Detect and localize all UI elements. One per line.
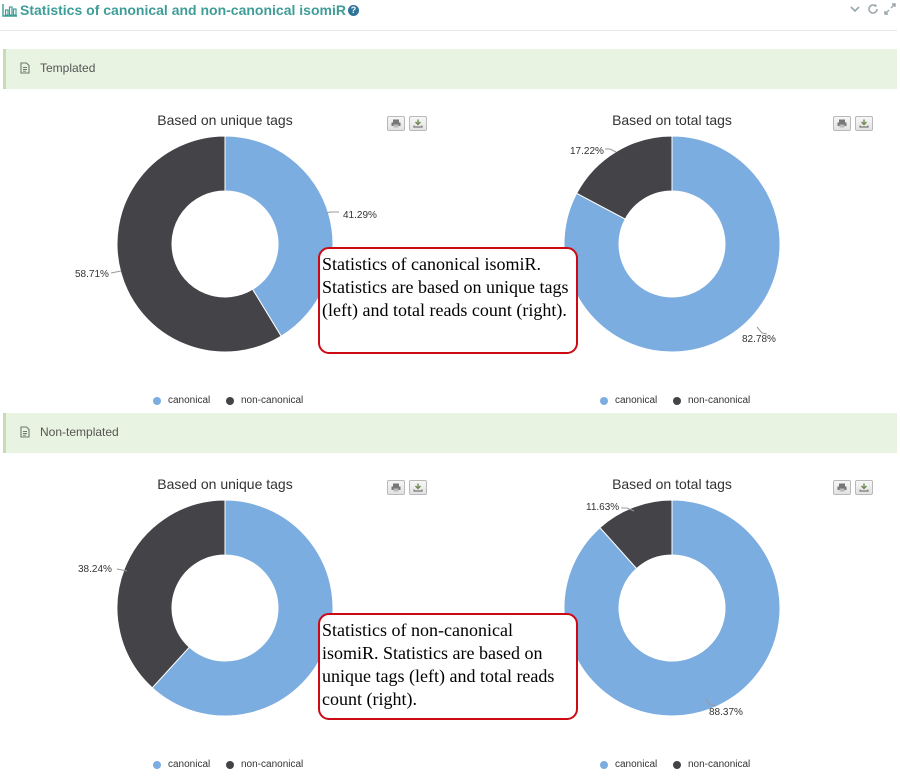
page-title: Statistics of canonical and non-canonica… bbox=[20, 2, 346, 18]
legend-marker bbox=[153, 761, 161, 769]
legend-marker bbox=[153, 397, 161, 405]
data-label: 58.71% bbox=[75, 269, 109, 280]
help-icon[interactable]: ? bbox=[348, 5, 359, 16]
section-label: Templated bbox=[40, 61, 96, 75]
leader-line bbox=[605, 148, 617, 153]
print-icon bbox=[837, 483, 847, 492]
donut-chart bbox=[563, 499, 781, 717]
legend-label: canonical bbox=[168, 759, 211, 770]
donut-chart bbox=[116, 135, 334, 353]
donut-chart bbox=[116, 499, 334, 717]
pie-slice-non-canonical[interactable] bbox=[116, 499, 226, 689]
leader-line bbox=[116, 568, 128, 572]
legend-marker bbox=[673, 397, 681, 405]
legend-label: non-canonical bbox=[241, 759, 304, 770]
download-chart-button[interactable] bbox=[855, 480, 873, 495]
download-chart-button[interactable] bbox=[409, 116, 427, 131]
legend-marker bbox=[673, 761, 681, 769]
chart-title: Based on unique tags bbox=[157, 112, 293, 128]
document-icon bbox=[20, 426, 30, 438]
download-icon bbox=[413, 483, 423, 492]
header-divider bbox=[0, 30, 897, 31]
legend-label: non-canonical bbox=[688, 395, 751, 406]
section-templated[interactable]: Templated bbox=[3, 49, 897, 89]
legend-label: canonical bbox=[615, 759, 658, 770]
download-chart-button[interactable] bbox=[855, 116, 873, 131]
legend-label: non-canonical bbox=[688, 759, 751, 770]
panel-header: Statistics of canonical and non-canonica… bbox=[0, 0, 900, 24]
pie-slice-canonical[interactable] bbox=[563, 499, 781, 717]
print-icon bbox=[837, 119, 847, 128]
refresh-icon[interactable] bbox=[867, 3, 879, 15]
chevron-down-icon[interactable] bbox=[849, 3, 861, 15]
download-icon bbox=[859, 119, 869, 128]
pie-slice-non-canonical[interactable] bbox=[575, 135, 673, 220]
pie-slice-canonical[interactable] bbox=[151, 499, 334, 717]
pie-slice-canonical[interactable] bbox=[224, 135, 334, 337]
leader-line bbox=[704, 697, 717, 707]
print-chart-button[interactable] bbox=[387, 116, 405, 131]
data-label: 38.24% bbox=[78, 564, 112, 575]
print-icon bbox=[391, 119, 401, 128]
data-label: 41.29% bbox=[343, 210, 377, 221]
document-icon bbox=[20, 62, 30, 74]
data-label: 11.63% bbox=[586, 502, 620, 513]
pie-slice-non-canonical[interactable] bbox=[599, 499, 673, 570]
download-chart-button[interactable] bbox=[409, 480, 427, 495]
legend-marker bbox=[226, 761, 234, 769]
print-chart-button[interactable] bbox=[833, 116, 851, 131]
pie-slice-non-canonical[interactable] bbox=[116, 135, 282, 353]
legend-marker bbox=[600, 761, 608, 769]
expand-icon[interactable] bbox=[884, 3, 896, 15]
legend-label: canonical bbox=[615, 395, 658, 406]
print-chart-button[interactable] bbox=[387, 480, 405, 495]
print-icon bbox=[391, 483, 401, 492]
bar-chart-icon bbox=[2, 4, 17, 17]
leader-line bbox=[325, 211, 339, 214]
donut-chart bbox=[563, 135, 781, 353]
data-label: 82.78% bbox=[742, 334, 776, 345]
download-icon bbox=[859, 483, 869, 492]
leader-line bbox=[756, 326, 768, 335]
legend-marker bbox=[226, 397, 234, 405]
legend-label: canonical bbox=[168, 395, 211, 406]
annotation-callout: Statistics of non-canonical isomiR. Stat… bbox=[318, 613, 578, 720]
legend-marker bbox=[600, 397, 608, 405]
section-label: Non-templated bbox=[40, 425, 119, 439]
print-chart-button[interactable] bbox=[833, 480, 851, 495]
legend-label: non-canonical bbox=[241, 395, 304, 406]
data-label: 17.22% bbox=[570, 146, 604, 157]
download-icon bbox=[413, 119, 423, 128]
chart-title: Based on total tags bbox=[612, 476, 732, 492]
data-label: 88.37% bbox=[709, 707, 743, 718]
annotation-callout: Statistics of canonical isomiR. Statisti… bbox=[318, 247, 578, 354]
leader-line bbox=[110, 270, 122, 274]
section-non-templated[interactable]: Non-templated bbox=[3, 413, 897, 453]
chart-title: Based on unique tags bbox=[157, 476, 293, 492]
chart-title: Based on total tags bbox=[612, 112, 732, 128]
leader-line bbox=[621, 507, 635, 512]
